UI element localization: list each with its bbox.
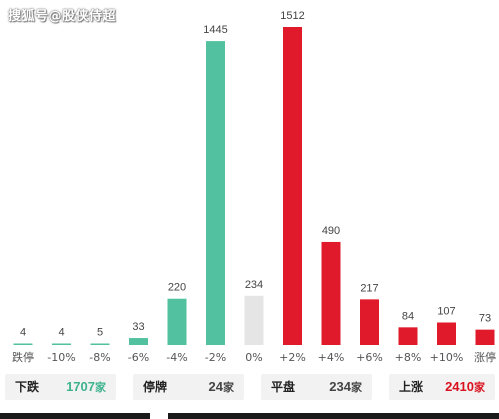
bar-value-label: 217 — [360, 282, 378, 294]
category-label: -6% — [128, 351, 149, 364]
summary-down-count: 1707 — [66, 379, 95, 394]
bottom-divider-right — [168, 413, 499, 419]
summary-halt: 停牌 24家 — [133, 374, 244, 400]
summary-down-unit: 家 — [95, 382, 106, 394]
bottom-divider-left — [0, 413, 150, 419]
category-label: -10% — [47, 351, 75, 364]
summary-bar: 下跌 1707家 停牌 24家 平盘 234家 上涨 2410家 — [0, 374, 499, 402]
bar-value-label: 4 — [20, 327, 26, 339]
summary-up-label: 上涨 — [399, 380, 424, 394]
bar-0 — [13, 343, 33, 345]
bar-value-label: 5 — [97, 327, 103, 339]
category-label: +8% — [395, 351, 422, 364]
summary-down-label: 下跌 — [15, 380, 40, 394]
summary-halt-unit: 家 — [223, 382, 234, 394]
summary-flat: 平盘 234家 — [261, 374, 372, 400]
bar-4 — [167, 298, 187, 345]
bar-value-label: 490 — [322, 225, 340, 237]
bar-10 — [398, 327, 418, 345]
watermark: 搜狐号@股侠侍超 — [8, 9, 117, 24]
bar-7 — [283, 27, 302, 345]
category-label: 涨停 — [474, 350, 496, 364]
category-label: +4% — [318, 351, 345, 364]
bar-value-label: 4 — [58, 327, 64, 339]
summary-flat-label: 平盘 — [271, 380, 296, 394]
bar-value-label: 234 — [245, 279, 263, 291]
bar-2 — [90, 343, 110, 345]
bar-value-label: 107 — [437, 305, 455, 317]
bar-5 — [206, 41, 225, 345]
bar-value-label: 84 — [402, 310, 414, 322]
summary-flat-unit: 家 — [351, 382, 362, 394]
summary-down-value: 1707家 — [66, 374, 106, 401]
summary-flat-value: 234家 — [329, 374, 362, 401]
bar-8 — [321, 241, 341, 345]
bar-12 — [475, 329, 495, 345]
bar-value-label: 1445 — [203, 24, 227, 36]
summary-down: 下跌 1707家 — [5, 374, 116, 400]
category-label: +10% — [430, 351, 464, 364]
bar-value-label: 220 — [168, 282, 186, 294]
bar-1 — [52, 343, 71, 345]
bar-value-label: 33 — [132, 321, 144, 333]
bar-11 — [437, 322, 456, 345]
category-label: -2% — [205, 351, 226, 364]
summary-up: 上涨 2410家 — [389, 374, 495, 400]
category-label: 0% — [245, 351, 262, 364]
summary-flat-count: 234 — [329, 379, 351, 394]
category-label: -4% — [166, 351, 187, 364]
summary-halt-count: 24 — [208, 379, 223, 394]
bar-6 — [244, 295, 264, 345]
summary-halt-label: 停牌 — [143, 380, 168, 394]
category-label: 跌停 — [12, 350, 34, 364]
category-label: +2% — [279, 351, 306, 364]
bar-value-label: 1512 — [280, 10, 304, 22]
category-label: +6% — [356, 351, 383, 364]
category-label: -8% — [89, 351, 110, 364]
distribution-chart: 4 跌停 4 -10% 5 -8% 33 -6% 220 -4% 1445 -2% 234 0% 1512 +… — [12, 10, 496, 364]
summary-up-value: 2410家 — [445, 374, 485, 401]
summary-up-count: 2410 — [445, 379, 474, 394]
summary-halt-value: 24家 — [209, 374, 234, 401]
bar-9 — [360, 299, 379, 345]
summary-up-unit: 家 — [474, 382, 485, 394]
bar-3 — [129, 338, 148, 345]
bar-value-label: 73 — [479, 313, 491, 325]
